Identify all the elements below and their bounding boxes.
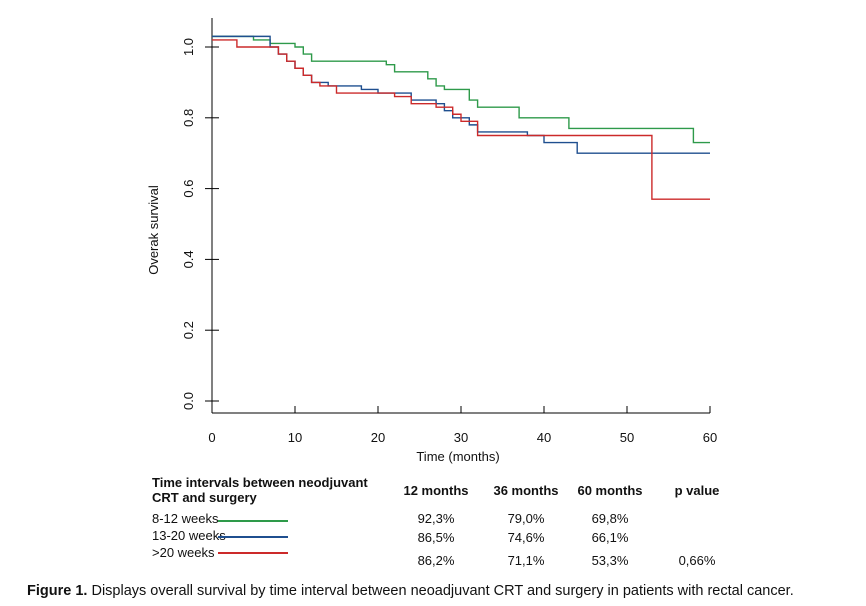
x-axis-title: Time (months) (416, 449, 499, 464)
survival-curve-8-12-weeks (212, 35, 710, 144)
y-tick-label: 0.4 (181, 250, 196, 268)
table-cell: 53,3% (591, 553, 629, 568)
table-cell: 86,5% (417, 530, 455, 545)
table-cell-p-value: 0,66% (678, 553, 716, 568)
x-tick-label: 30 (454, 430, 468, 445)
legend-label: >20 weeks (152, 545, 215, 560)
y-axis-title: Overak survival (146, 185, 161, 275)
y-tick-label: 0.6 (181, 180, 196, 198)
chart-axes: 0 10 20 30 40 50 60 0.0 0.2 0.4 0.6 0.8 1.0 (181, 18, 717, 445)
x-tick-label: 60 (703, 430, 717, 445)
table-header-12-months: 12 months (403, 483, 469, 498)
x-tick-label: 20 (371, 430, 385, 445)
table-header-36-months: 36 months (493, 483, 559, 498)
x-tick-label: 40 (537, 430, 551, 445)
table-cell: 86,2% (417, 553, 455, 568)
table-cell: 69,8% (591, 511, 629, 526)
figure-caption: Figure 1. Displays overall survival by t… (27, 583, 794, 599)
y-tick-label: 0.0 (181, 392, 196, 410)
legend-label: 8-12 weeks (152, 511, 219, 526)
legend-swatch-green (218, 520, 288, 522)
legend-swatch-red (218, 552, 288, 554)
table-header-p-value: p value (674, 483, 720, 498)
legend-label: 13-20 weeks (152, 528, 226, 543)
y-tick-label: 1.0 (181, 38, 196, 56)
y-tick-label: 0.2 (181, 321, 196, 339)
table-cell: 92,3% (417, 511, 455, 526)
table-header-60-months: 60 months (577, 483, 643, 498)
y-tick-label: 0.8 (181, 109, 196, 127)
x-tick-label: 10 (288, 430, 302, 445)
table-cell: 71,1% (507, 553, 545, 568)
caption-label: Figure 1. (27, 583, 88, 599)
legend-item-13-20-weeks: 13-20 weeks (152, 528, 226, 544)
survival-chart: 0 10 20 30 40 50 60 0.0 0.2 0.4 0.6 0.8 1.0 Time (mo… (146, 18, 717, 464)
legend-title: Time intervals between neodjuvant CRT an… (152, 475, 368, 505)
legend-item-8-12-weeks: 8-12 weeks (152, 511, 218, 527)
survival-curves (212, 35, 710, 200)
x-tick-label: 0 (208, 430, 215, 445)
table-cell: 79,0% (507, 511, 545, 526)
legend-item-over-20-weeks: >20 weeks (152, 545, 215, 561)
table-cell: 74,6% (507, 530, 545, 545)
legend-swatch-blue (218, 536, 288, 538)
survival-curve-20-weeks (212, 39, 710, 200)
table-cell: 66,1% (591, 530, 629, 545)
caption-text: Displays overall survival by time interv… (87, 583, 794, 599)
x-tick-label: 50 (620, 430, 634, 445)
